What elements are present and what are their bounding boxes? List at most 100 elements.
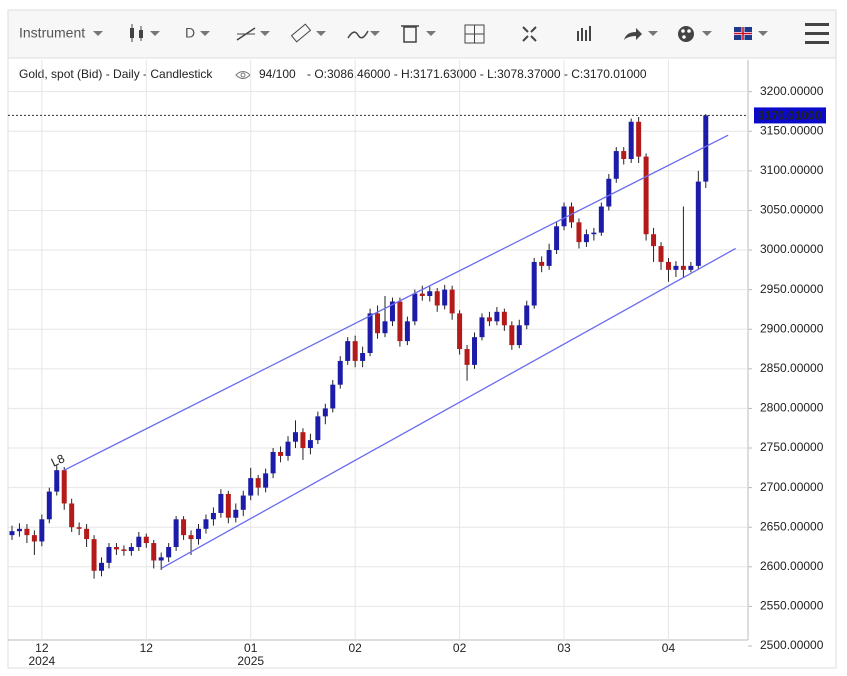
bar-count: 94/100 (259, 67, 296, 81)
candle-body (322, 408, 328, 417)
candle-body (113, 547, 119, 550)
candle-body (210, 512, 216, 520)
candle-body (434, 291, 440, 306)
candle-body (255, 478, 261, 488)
candle-body (658, 246, 664, 262)
candle-body (225, 493, 231, 518)
candle-body (292, 432, 298, 442)
candle-body (397, 301, 403, 342)
candle-body (464, 349, 470, 365)
candle-body (337, 360, 343, 385)
line-tool[interactable] (236, 27, 270, 41)
candle-body (427, 291, 433, 296)
candle-body (46, 491, 52, 520)
x-year-label: 2025 (237, 654, 264, 668)
y-tick-label: 3200.00000 (760, 84, 824, 98)
y-tick-label: 3150.00000 (760, 123, 824, 137)
candle-body (166, 547, 172, 558)
candle-body (516, 325, 522, 346)
y-tick-label: 2750.00000 (760, 440, 824, 454)
candle-body (181, 519, 187, 536)
candle-body (442, 289, 448, 306)
candle-body (285, 441, 291, 456)
candle-body (233, 509, 239, 518)
candle-body (375, 313, 381, 334)
candle-body (680, 265, 686, 270)
candle-body (173, 519, 179, 548)
ruler-tool[interactable] (290, 23, 326, 43)
candle-body (576, 222, 582, 243)
candle-body (24, 528, 30, 536)
candle-body (143, 536, 149, 544)
candle-body (330, 384, 336, 409)
candle-body (360, 353, 366, 361)
theme-button[interactable] (678, 26, 712, 42)
candle-body (591, 232, 597, 235)
candle-body (457, 313, 463, 350)
menu-button[interactable] (805, 23, 829, 44)
y-tick-label: 3000.00000 (760, 242, 824, 256)
period-menu[interactable]: D (185, 25, 195, 41)
candle-body (196, 528, 201, 540)
instrument-menu[interactable]: Instrument (19, 25, 85, 41)
candle-body (621, 151, 627, 159)
candle-body (9, 531, 15, 536)
candle-body (449, 289, 455, 314)
candle-body (494, 311, 500, 322)
candle-body (91, 539, 97, 571)
candle-body (278, 451, 284, 456)
candle-body (404, 321, 410, 342)
dropdown-arrow[interactable] (200, 31, 210, 36)
candle-body (106, 547, 112, 563)
dropdown-arrow[interactable] (93, 31, 103, 36)
x-tick-label: 12 (140, 641, 154, 655)
candle-body (270, 451, 276, 474)
candle-body (643, 156, 649, 235)
y-tick-label: 2850.00000 (760, 361, 824, 375)
candle-body (636, 121, 642, 157)
x-tick-label: 03 (557, 641, 571, 655)
candle-type-button[interactable] (130, 24, 160, 42)
candle-body (613, 151, 619, 179)
indicator-tool[interactable] (347, 30, 380, 39)
candle-body (628, 121, 634, 159)
fullscreen-button[interactable] (522, 26, 537, 42)
candle-body (31, 535, 37, 542)
crosshair-tool[interactable] (464, 24, 485, 44)
y-tick-label: 2800.00000 (760, 401, 824, 415)
language-button[interactable] (734, 27, 768, 40)
volume-button[interactable] (577, 26, 591, 41)
trend-line (63, 134, 729, 471)
y-tick-label: 3100.00000 (760, 163, 824, 177)
candle-body (472, 337, 478, 365)
eye-icon[interactable] (235, 71, 251, 79)
candle-body (54, 470, 60, 492)
candle-body (158, 557, 164, 561)
candle-body (695, 181, 701, 266)
candle-body (412, 293, 418, 322)
toolbar (7, 9, 837, 59)
candle-body (509, 325, 515, 346)
candle-body (188, 535, 194, 540)
y-tick-label: 3050.00000 (760, 203, 824, 217)
candle-body (300, 432, 306, 449)
y-tick-label: 2900.00000 (760, 321, 824, 335)
y-tick-label: 2650.00000 (760, 519, 824, 533)
candle-body (583, 234, 589, 243)
x-tick-label: 04 (662, 641, 676, 655)
candle-body (263, 473, 269, 488)
x-tick-label: 02 (453, 641, 467, 655)
candle-body (39, 519, 45, 542)
trend-line (160, 247, 736, 569)
candle-body (486, 317, 492, 322)
last-price-box (754, 107, 826, 124)
candle-body (561, 206, 567, 227)
candle-body (665, 261, 671, 270)
x-tick-label: 12 (35, 641, 49, 655)
candle-body (315, 416, 321, 441)
share-button[interactable] (624, 28, 658, 40)
delete-tool[interactable] (401, 25, 436, 43)
toolbar-items: Instrument D (19, 23, 829, 44)
candle-body (651, 234, 657, 247)
